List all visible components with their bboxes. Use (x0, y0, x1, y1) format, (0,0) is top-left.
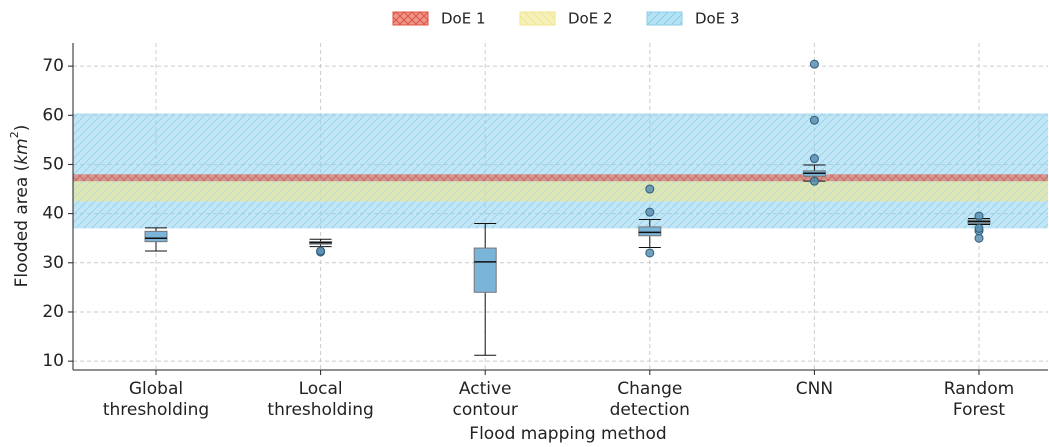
x-tick-label: Active (459, 379, 512, 399)
box (473, 247, 497, 293)
outlier (974, 223, 984, 233)
y-tick-label: 50 (42, 154, 64, 174)
band (73, 113, 1048, 229)
outlier (645, 248, 655, 258)
band (73, 174, 1048, 182)
band (73, 181, 1048, 202)
x-tick-label: contour (453, 400, 518, 420)
box (638, 226, 662, 237)
y-tick-label: 10 (42, 351, 64, 371)
y-tick-label: 70 (42, 56, 64, 76)
legend-swatch (519, 11, 556, 26)
y-tick-label: 60 (42, 105, 64, 125)
outlier (809, 59, 819, 69)
x-tick-label: thresholding (267, 400, 373, 420)
legend-label: DoE 3 (695, 10, 740, 28)
outlier (809, 176, 819, 186)
y-tick-label: 30 (42, 253, 64, 273)
y-axis-label: Flooded area (km2) (8, 125, 32, 288)
box (144, 230, 168, 243)
outlier (809, 154, 819, 164)
x-tick-label: detection (610, 400, 690, 420)
x-tick-label: Forest (953, 400, 1006, 420)
outlier (645, 184, 655, 194)
legend-label: DoE 2 (568, 10, 613, 28)
x-tick-label: Random (944, 379, 1014, 399)
outlier (809, 115, 819, 125)
x-tick-label: Local (299, 379, 343, 399)
outlier (974, 233, 984, 243)
legend-swatch (392, 11, 429, 26)
outlier (974, 211, 984, 221)
x-tick-label: CNN (796, 379, 833, 399)
x-tick-label: Global (129, 379, 183, 399)
outlier (645, 207, 655, 217)
x-axis-label: Flood mapping method (469, 424, 666, 443)
legend-swatch (646, 11, 683, 26)
x-tick-label: Change (617, 379, 682, 399)
y-tick-label: 40 (42, 204, 64, 224)
outlier (316, 246, 326, 256)
legend-label: DoE 1 (441, 10, 486, 28)
x-tick-label: thresholding (103, 400, 209, 420)
y-tick-label: 20 (42, 302, 64, 322)
